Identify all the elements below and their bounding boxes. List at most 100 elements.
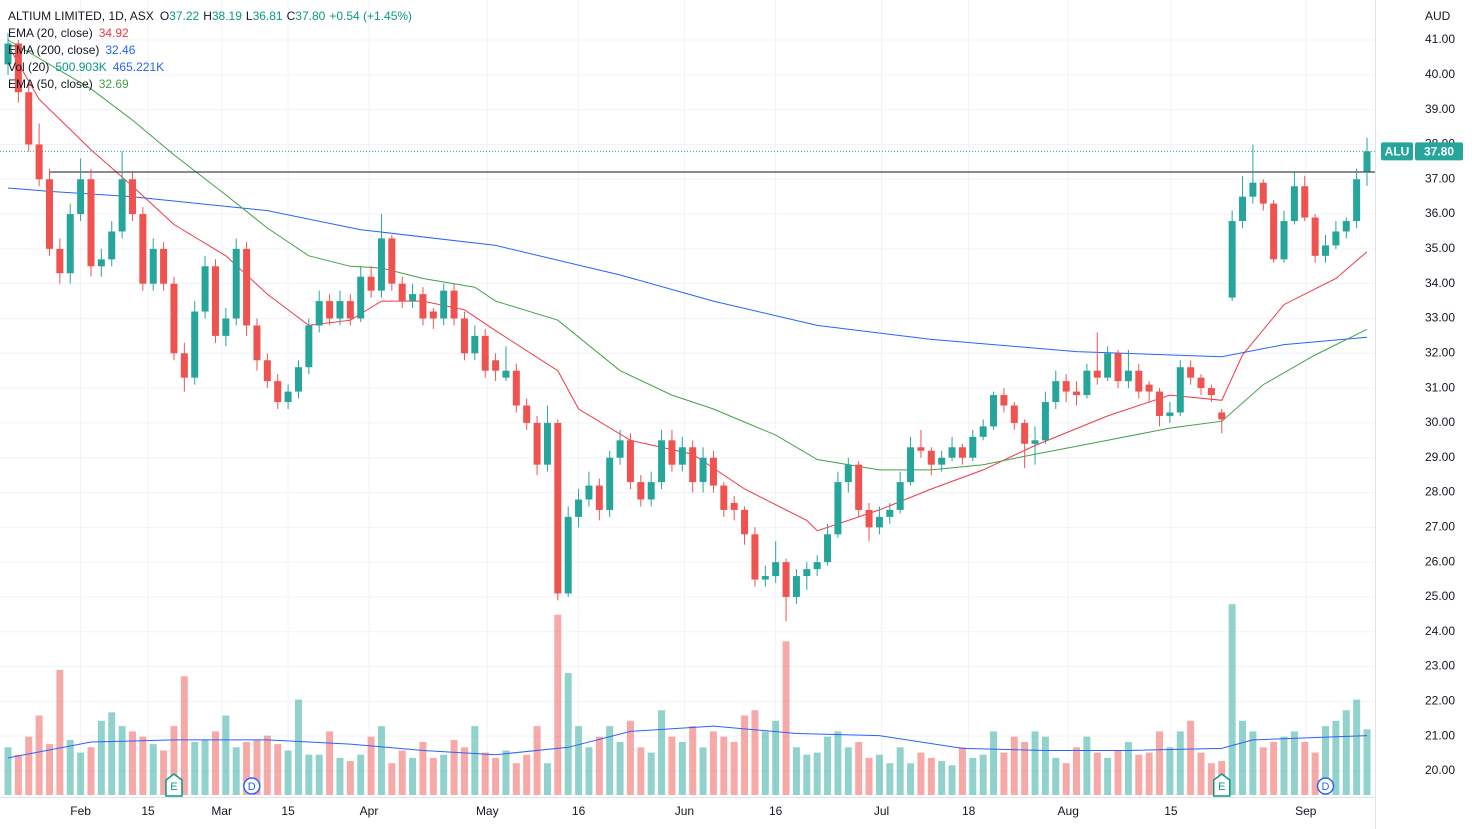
volume-bar (1311, 752, 1319, 795)
candle-body (564, 516, 572, 594)
volume-bar (709, 731, 717, 795)
candles (4, 33, 1371, 622)
indicator-name: EMA (50, close) (8, 77, 93, 91)
volume-bar (1301, 742, 1309, 795)
candle-body (108, 231, 116, 260)
volume-bar (1093, 752, 1101, 795)
candle-body (741, 509, 749, 535)
candle-body (149, 248, 157, 284)
candle-body (211, 266, 219, 336)
candle-body (1301, 186, 1309, 218)
candle-body (1124, 370, 1132, 382)
volume-bar (1176, 731, 1184, 795)
volume-bar (460, 747, 468, 795)
candle-body (1031, 440, 1039, 444)
volume-bar (1083, 736, 1091, 795)
ohlc-value: 37.22 (169, 9, 199, 23)
candle-body (170, 283, 178, 354)
candle-body (243, 248, 251, 326)
y-tick-label: 34.00 (1425, 276, 1455, 290)
event-marker (243, 777, 261, 795)
y-tick-label: 39.00 (1425, 102, 1455, 116)
candle-body (813, 562, 821, 570)
candle-body (4, 43, 12, 65)
volume-bar (626, 720, 634, 795)
candle-body (440, 290, 448, 319)
volume-bar (1239, 720, 1247, 795)
candle-body (1156, 391, 1164, 416)
candle-body (97, 259, 105, 267)
candle-body (14, 43, 22, 93)
volume-bars (4, 604, 1371, 795)
volume-bar (824, 736, 832, 795)
volume-bar (927, 757, 935, 795)
volume-bar (658, 710, 666, 795)
candle-body (191, 311, 199, 378)
candle-body (855, 464, 863, 510)
volume-bar (585, 747, 593, 795)
volume-bar (56, 669, 64, 795)
y-tick-label: 28.00 (1425, 485, 1455, 499)
candle-body (35, 144, 43, 180)
volume-bar (263, 735, 271, 795)
volume-bar (595, 736, 603, 795)
volume-bar (440, 754, 448, 795)
volume-bar (792, 747, 800, 795)
volume-bar (533, 726, 541, 795)
event-label: D (1322, 781, 1330, 793)
event-marker (1213, 773, 1231, 797)
event-label: D (248, 781, 256, 793)
symbol-badge-text: ALU (1385, 145, 1410, 159)
candle-body (481, 335, 489, 371)
x-tick-label: May (476, 804, 499, 818)
candle-body (274, 381, 282, 403)
volume-bar (409, 757, 417, 795)
volume-bar (1270, 742, 1278, 795)
volume-bar (512, 763, 520, 795)
candle-body (969, 436, 977, 458)
price-badge-text: 37.80 (1424, 145, 1454, 159)
candle-body (917, 447, 925, 451)
ohlc-label: C (287, 9, 296, 23)
x-tick-label: Feb (70, 804, 91, 818)
candle-body (523, 405, 531, 423)
volume-bar (253, 739, 261, 795)
y-tick-label: 27.00 (1425, 520, 1455, 534)
candle-body (834, 482, 842, 535)
volume-bar (429, 757, 437, 795)
volume-bar (647, 752, 655, 795)
candle-body (1197, 377, 1205, 389)
candle-body (637, 482, 645, 500)
candle-body (844, 464, 852, 483)
candle-body (388, 238, 396, 284)
symbol-badge (1381, 142, 1413, 161)
candle-body (761, 576, 769, 580)
x-tick-label: Mar (211, 804, 232, 818)
indicator-legend: EMA (20, close) 34.92 (8, 26, 129, 40)
volume-bar (1145, 752, 1153, 795)
y-tick-label: 35.00 (1425, 241, 1455, 255)
legend-header: ALTIUM LIMITED, 1D, ASX O37.22 H38.19 L36.8… (8, 9, 412, 23)
y-tick-label: 37.00 (1425, 171, 1455, 185)
candle-body (139, 214, 147, 284)
x-tick-label: 15 (1164, 804, 1178, 818)
event-marker (165, 773, 183, 797)
volume-bar (1135, 754, 1143, 795)
volume-bar (377, 726, 385, 795)
x-tick-label: Aug (1058, 804, 1079, 818)
candle-body (429, 311, 437, 319)
volume-bar (1332, 720, 1340, 795)
y-tick-label: 24.00 (1425, 624, 1455, 638)
candle-body (699, 457, 707, 483)
volume-bar (606, 726, 614, 795)
ohlc-label: O (160, 9, 169, 23)
candle-body (377, 238, 385, 291)
volume-bar (471, 726, 479, 795)
volume-bar (191, 742, 199, 795)
volume-bar (1342, 710, 1350, 795)
volume-bar (782, 641, 790, 795)
candle-body (263, 360, 271, 382)
event-marker (1316, 777, 1335, 795)
volume-bar (388, 763, 396, 795)
candle-body (979, 426, 987, 437)
